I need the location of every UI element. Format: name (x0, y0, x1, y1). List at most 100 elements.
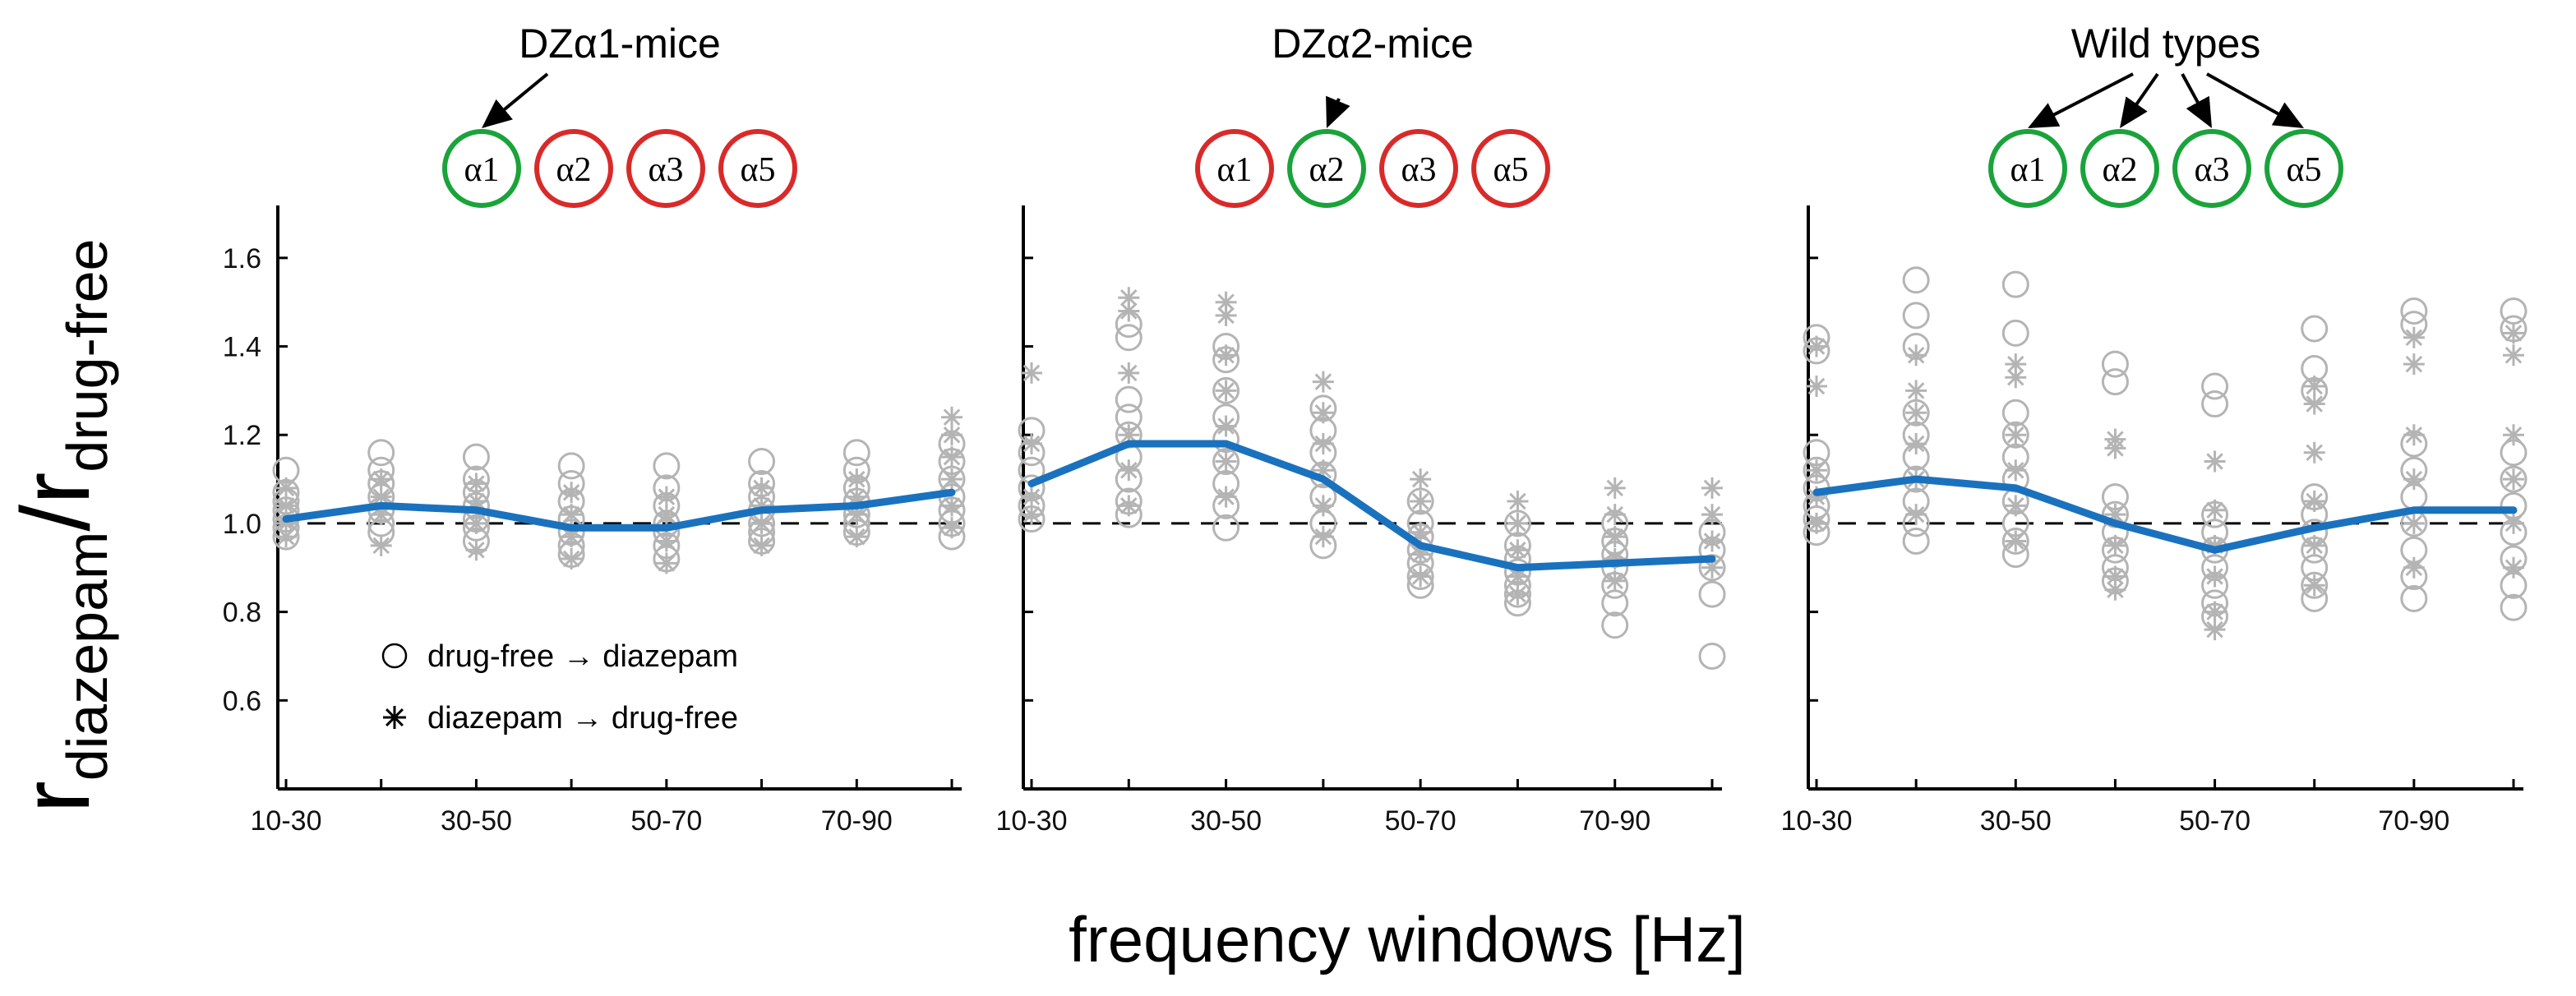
subunit-ring (1471, 129, 1550, 208)
scatter-star (275, 495, 297, 517)
scatter-circle (1803, 456, 1830, 484)
scatter-star (370, 468, 392, 491)
subunit-α2: α2 (534, 129, 613, 208)
scatter-star (1118, 459, 1140, 482)
scatter-star (1410, 468, 1432, 491)
subunit-label: α2 (556, 151, 591, 189)
scatter-star (1215, 291, 1237, 313)
scatter-circle (2001, 527, 2029, 555)
scatter-star (1905, 344, 1927, 367)
scatter-star (1806, 486, 1827, 508)
mean-line (1027, 440, 1716, 572)
scatter-star (1905, 380, 1927, 402)
subunit-α3: α3 (2172, 129, 2251, 208)
scatter-star (2303, 491, 2325, 512)
scatter-circle (367, 439, 395, 467)
scatter-star (941, 424, 963, 446)
scatter-star (846, 486, 868, 508)
scatter-star (1021, 362, 1042, 384)
scatter-star (1021, 504, 1042, 526)
scatter-star (941, 495, 963, 517)
scatter-circle (2201, 390, 2229, 418)
scatter-star (2403, 512, 2425, 534)
scatter-star (1507, 565, 1529, 588)
scatter-circle (1698, 642, 1726, 670)
scatter-star (1021, 433, 1042, 454)
scatter-star (750, 477, 773, 499)
scatter-star (2303, 574, 2325, 597)
subunit-ring (442, 129, 521, 208)
scatter-star (1507, 539, 1529, 561)
subunit-label: α2 (2102, 151, 2137, 189)
scatter-star (1312, 402, 1334, 424)
subunit-label: α5 (1493, 151, 1528, 189)
mean-line (1812, 475, 2518, 554)
legend-circle-label: drug-free → diazepam (427, 639, 738, 674)
scatter-star (1806, 335, 1827, 357)
scatter-circle (1698, 580, 1726, 608)
scatter-star (2204, 601, 2226, 623)
scatter-star (1905, 433, 1927, 454)
scatter-star (1021, 486, 1042, 508)
scatter-star (2403, 424, 2425, 446)
scatter-star (941, 446, 963, 468)
legend-circle-marker (381, 643, 408, 669)
scatter-star (1905, 402, 1927, 424)
scatter-star (2204, 565, 2226, 588)
scatter-star (1604, 569, 1626, 592)
subunit-α5: α5 (718, 129, 797, 208)
scatter-circle (2301, 571, 2329, 599)
y-tick-label: 1.4 (223, 332, 261, 363)
panel-title: DZα1-mice (519, 21, 721, 67)
scatter-star (655, 504, 677, 526)
subunit-α3: α3 (626, 129, 705, 208)
y-tick-label: 1.6 (223, 243, 261, 274)
x-tick-label: 50-70 (1385, 805, 1457, 837)
subunit-arrow (2206, 72, 2305, 129)
scatter-star (750, 512, 773, 534)
scatter-star (1701, 504, 1723, 526)
scatter-star (2204, 499, 2226, 521)
subunit-ring (1195, 129, 1274, 208)
y-axis-label: rdiazepam/rdrug-free (2, 239, 119, 814)
scatter-star (655, 552, 677, 574)
scatter-star (846, 468, 868, 491)
subunit-label: α2 (1309, 151, 1344, 189)
scatter-star (2005, 495, 2027, 517)
chart-panel-1: 0.6 0.8 1.0 1.2 1.4 1.6 10-30 30-50 50-70 70-90 DZ… (223, 21, 966, 837)
scatter-star (1312, 371, 1334, 393)
x-axis-label: frequency windows [Hz] (1069, 903, 1746, 975)
scatter-star (275, 512, 297, 534)
scatter-star (1604, 477, 1626, 499)
scatter-star (941, 468, 963, 491)
subunit-label: α3 (2194, 151, 2229, 189)
legend-star-marker (383, 706, 406, 729)
scatter-star (1312, 526, 1334, 548)
scatter-star (275, 526, 297, 548)
subunit-α5: α5 (1471, 129, 1550, 208)
scatter-circle (1902, 266, 1930, 294)
scatter-star (465, 491, 487, 512)
y-tick-label: 0.6 (223, 685, 261, 717)
scatter-star (2104, 565, 2126, 588)
subunit-ring (534, 129, 613, 208)
y-tick-label: 1.0 (223, 509, 261, 540)
ylabel-slash: / (2, 505, 110, 532)
x-tick-label: 10-30 (251, 805, 322, 837)
scatter-star (2005, 353, 2027, 376)
scatter-circle (1115, 324, 1143, 352)
scatter-star (2403, 556, 2425, 579)
scatter-circle (1902, 527, 1930, 555)
subunit-arrow (2181, 73, 2212, 129)
scatter-star (370, 486, 392, 508)
scatter-star (1806, 512, 1827, 534)
scatter-star (1701, 530, 1723, 552)
scatter-circle (1115, 385, 1143, 413)
scatter-star (1701, 556, 1723, 579)
y-tick-label: 1.2 (223, 420, 261, 451)
scatter-star (1118, 495, 1140, 517)
scatter-star (2005, 459, 2027, 482)
scatter-circle (2400, 297, 2428, 325)
ylabel-sub1: diazepam (55, 532, 119, 782)
